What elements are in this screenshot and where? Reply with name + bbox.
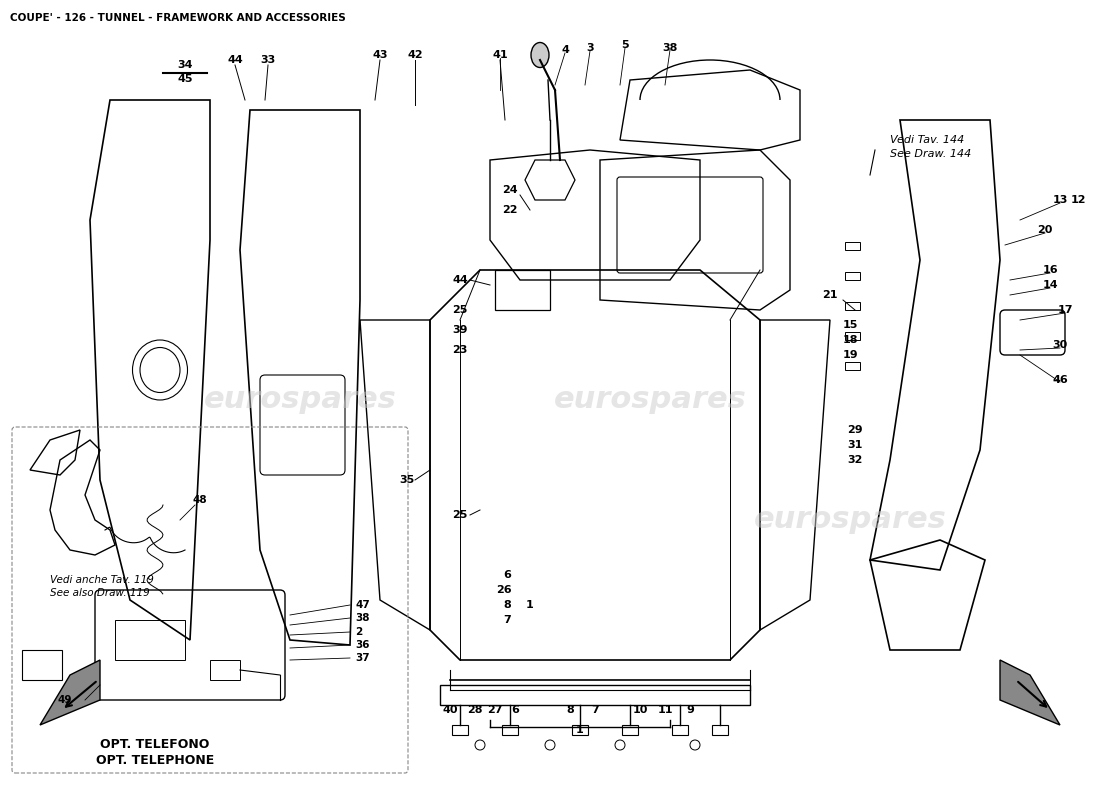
Bar	[22, 650, 62, 680]
Text: 47: 47	[355, 600, 370, 610]
Text: OPT. TELEPHONE: OPT. TELEPHONE	[96, 754, 214, 766]
Text: 4: 4	[561, 45, 569, 55]
Polygon shape	[1000, 660, 1060, 725]
Text: 46: 46	[1052, 375, 1068, 385]
Text: 33: 33	[261, 55, 276, 65]
Text: 48: 48	[192, 495, 207, 505]
Bar	[845, 362, 860, 370]
Text: 7: 7	[591, 705, 598, 715]
Ellipse shape	[531, 42, 549, 67]
Text: 41: 41	[492, 50, 508, 60]
Text: 22: 22	[503, 205, 518, 215]
Bar	[452, 725, 468, 735]
Text: 17: 17	[1057, 305, 1072, 315]
Bar	[672, 725, 688, 735]
Bar	[621, 725, 638, 735]
Bar	[502, 725, 518, 735]
Text: eurospares: eurospares	[754, 506, 946, 534]
Text: 44: 44	[452, 275, 468, 285]
Text: COUPE' - 126 - TUNNEL - FRAMEWORK AND ACCESSORIES: COUPE' - 126 - TUNNEL - FRAMEWORK AND AC…	[10, 13, 345, 23]
Text: 42: 42	[407, 50, 422, 60]
Text: 20: 20	[1037, 225, 1053, 235]
Bar	[572, 725, 588, 735]
Text: 10: 10	[632, 705, 648, 715]
Text: Vedi anche Tav. 119: Vedi anche Tav. 119	[50, 575, 154, 585]
Text: 26: 26	[496, 585, 512, 595]
Polygon shape	[40, 660, 100, 725]
Text: 45: 45	[177, 74, 192, 84]
Text: 18: 18	[843, 335, 858, 345]
Text: 3: 3	[586, 43, 594, 53]
Text: 13: 13	[1053, 195, 1068, 205]
Text: 38: 38	[662, 43, 678, 53]
Bar	[210, 660, 240, 680]
Text: 8: 8	[503, 600, 510, 610]
Text: 40: 40	[442, 705, 458, 715]
Text: 29: 29	[847, 425, 862, 435]
Text: 24: 24	[503, 185, 518, 195]
Text: 43: 43	[372, 50, 387, 60]
Text: eurospares: eurospares	[204, 386, 396, 414]
Bar	[845, 242, 860, 250]
Text: 31: 31	[847, 440, 862, 450]
Text: 6: 6	[503, 570, 510, 580]
Text: See also Draw. 119: See also Draw. 119	[50, 588, 150, 598]
Text: 6: 6	[512, 705, 519, 715]
Text: 32: 32	[847, 455, 862, 465]
Text: OPT. TELEFONO: OPT. TELEFONO	[100, 738, 210, 751]
Bar	[116, 620, 185, 660]
Text: eurospares: eurospares	[553, 386, 747, 414]
Text: 28: 28	[468, 705, 483, 715]
Text: 2: 2	[355, 627, 362, 637]
Bar	[845, 302, 860, 310]
Text: 19: 19	[843, 350, 858, 360]
Text: 7: 7	[503, 615, 510, 625]
Text: 37: 37	[355, 653, 370, 663]
Text: See Draw. 144: See Draw. 144	[890, 149, 971, 159]
Text: 5: 5	[621, 40, 629, 50]
Text: 8: 8	[566, 705, 574, 715]
Text: 1: 1	[576, 725, 584, 735]
Bar	[845, 272, 860, 280]
Text: 15: 15	[843, 320, 858, 330]
Text: 39: 39	[452, 325, 468, 335]
Bar	[712, 725, 728, 735]
Text: 1: 1	[526, 600, 534, 610]
Text: 9: 9	[686, 705, 694, 715]
Text: 49: 49	[57, 695, 73, 705]
Text: 11: 11	[658, 705, 673, 715]
Text: 38: 38	[355, 613, 370, 623]
Text: 21: 21	[823, 290, 838, 300]
Text: 14: 14	[1042, 280, 1058, 290]
Text: 25: 25	[452, 305, 468, 315]
Text: 12: 12	[1070, 195, 1086, 205]
Text: 16: 16	[1042, 265, 1058, 275]
Text: 35: 35	[399, 475, 415, 485]
Text: 23: 23	[452, 345, 468, 355]
Bar	[845, 332, 860, 340]
Text: Vedi Tav. 144: Vedi Tav. 144	[890, 135, 965, 145]
Text: 34: 34	[177, 60, 192, 70]
Text: 27: 27	[487, 705, 503, 715]
Text: 30: 30	[1053, 340, 1068, 350]
Text: 36: 36	[355, 640, 370, 650]
Text: 44: 44	[227, 55, 243, 65]
Bar	[495, 270, 550, 310]
Text: 25: 25	[452, 510, 468, 520]
